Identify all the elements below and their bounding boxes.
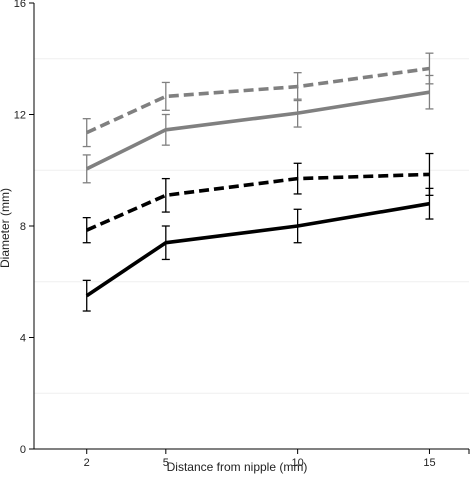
series-4 bbox=[82, 187, 434, 312]
series-2 bbox=[82, 74, 434, 184]
x-tick-label-15: 15 bbox=[423, 457, 435, 469]
x-axis-label: Distance from nipple (mm) bbox=[167, 460, 308, 474]
x-tick-label-5: 5 bbox=[163, 457, 169, 469]
y-tick-label-8: 8 bbox=[20, 221, 26, 233]
gridlines bbox=[34, 58, 469, 394]
series-line bbox=[85, 201, 430, 298]
series-line bbox=[85, 90, 430, 171]
y-tick-label-12: 12 bbox=[14, 110, 26, 122]
x-tick-label-10: 10 bbox=[292, 457, 304, 469]
x-tick-label-2: 2 bbox=[84, 457, 90, 469]
series-line bbox=[85, 66, 430, 135]
y-tick-label-4: 4 bbox=[20, 333, 26, 345]
y-tick-label-16: 16 bbox=[14, 0, 26, 10]
y-tick-label-0: 0 bbox=[20, 444, 26, 456]
series-line bbox=[85, 172, 430, 232]
y-axis-label: Diameter (mm) bbox=[0, 188, 12, 268]
axes: 0 4 8 12 16 2 5 10 15 bbox=[14, 0, 470, 469]
series-layer bbox=[82, 52, 434, 312]
series-3 bbox=[82, 152, 434, 244]
